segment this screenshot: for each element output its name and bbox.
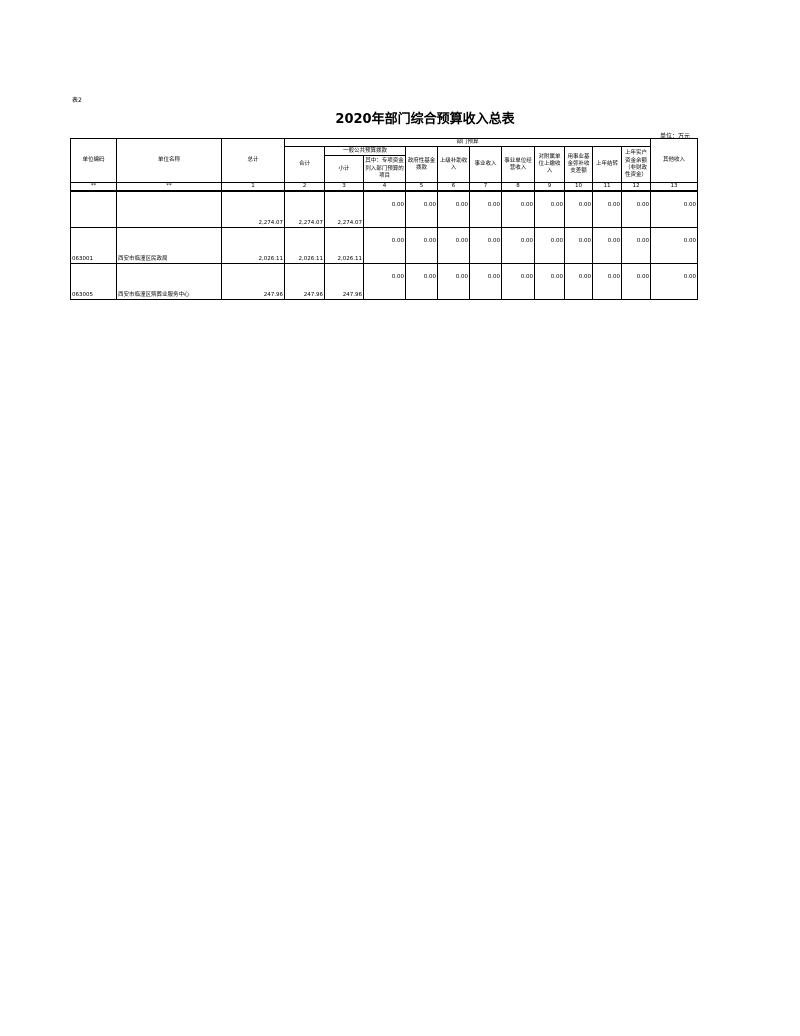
header-subtotal: 小计 — [324, 155, 364, 184]
cell-c11: 0.00 — [592, 263, 622, 301]
cell-c9: 0.00 — [534, 190, 565, 229]
cell-c13: 0.00 — [650, 190, 698, 229]
cell-name: 西安市临潼区殡葬业服务中心 — [116, 263, 222, 301]
cell-c6: 0.00 — [437, 263, 470, 301]
cell-sum: 247.96 — [284, 263, 325, 301]
header-prior-balance: 上年实户资金余额（非财政性资金） — [621, 146, 651, 184]
cell-c5: 0.00 — [405, 227, 438, 265]
cell-total: 247.96 — [221, 263, 285, 301]
cell-c10: 0.00 — [564, 227, 593, 265]
unit-label: 单位：万元 — [660, 133, 691, 140]
cell-c12: 0.00 — [621, 227, 651, 265]
header-business: 事业收入 — [469, 146, 502, 184]
cell-c7: 0.00 — [469, 227, 502, 265]
header-gov-fund: 政府性基金拨款 — [405, 146, 438, 184]
column-number: 5 — [405, 182, 438, 193]
column-number: 1 — [221, 182, 285, 193]
cell-c4: 0.00 — [363, 190, 406, 229]
column-number: ** — [70, 182, 117, 193]
column-number: 7 — [469, 182, 502, 193]
cell-c8: 0.00 — [501, 227, 535, 265]
header-fund-subsidy: 用事业基金弥补收支差额 — [564, 146, 593, 184]
cell-code — [70, 190, 117, 229]
cell-subtotal: 247.96 — [324, 263, 364, 301]
cell-c4: 0.00 — [363, 227, 406, 265]
cell-c9: 0.00 — [534, 263, 565, 301]
page-title: 2020年部门综合预算收入总表 — [335, 112, 515, 127]
header-other: 其他收入 — [650, 137, 698, 184]
cell-c10: 0.00 — [564, 190, 593, 229]
cell-c12: 0.00 — [621, 190, 651, 229]
cell-c8: 0.00 — [501, 190, 535, 229]
header-special: 其中：专项资金列入部门预算的项目 — [363, 155, 406, 184]
table-row: 2,274.07 2,274.07 2,274.07 0.00 0.00 0.00 0.00… — [70, 190, 698, 229]
cell-name: 西安市临潼区民政局 — [116, 227, 222, 265]
cell-c6: 0.00 — [437, 190, 470, 229]
cell-name — [116, 190, 222, 229]
cell-c5: 0.00 — [405, 263, 438, 301]
cell-code: 063001 — [70, 227, 117, 265]
header-carryover: 上年结转 — [592, 146, 622, 184]
cell-c7: 0.00 — [469, 263, 502, 301]
cell-sum: 2,026.11 — [284, 227, 325, 265]
header-operating: 事业单位经营收入 — [501, 146, 535, 184]
header-upper-subsidy: 上级补助收入 — [437, 146, 470, 184]
cell-c10: 0.00 — [564, 263, 593, 301]
column-number: 4 — [363, 182, 406, 193]
column-number: 11 — [592, 182, 622, 193]
header-affiliated: 对附属单位上缴收入 — [534, 146, 565, 184]
cell-c5: 0.00 — [405, 190, 438, 229]
cell-total: 2,026.11 — [221, 227, 285, 265]
cell-c9: 0.00 — [534, 227, 565, 265]
cell-c8: 0.00 — [501, 263, 535, 301]
cell-c6: 0.00 — [437, 227, 470, 265]
budget-table: 单位编码 单位名称 总计 部门预算 其他收入 合计 一般公共预算拨款 政府性基金… — [70, 137, 698, 301]
header-general: 一般公共预算拨款 — [324, 146, 406, 157]
table-row: 063005 西安市临潼区殡葬业服务中心 247.96 247.96 247.96 0.0… — [70, 263, 698, 301]
column-number: 6 — [437, 182, 470, 193]
header-total: 总计 — [221, 137, 285, 184]
cell-total: 2,274.07 — [221, 190, 285, 229]
cell-c7: 0.00 — [469, 190, 502, 229]
cell-c11: 0.00 — [592, 227, 622, 265]
column-number: 3 — [324, 182, 364, 193]
table-label: 表2 — [72, 97, 82, 104]
column-number: 2 — [284, 182, 325, 193]
cell-sum: 2,274.07 — [284, 190, 325, 229]
table-row: 063001 西安市临潼区民政局 2,026.11 2,026.11 2,026.11 0… — [70, 227, 698, 265]
cell-c4: 0.00 — [363, 263, 406, 301]
cell-c13: 0.00 — [650, 227, 698, 265]
header-name: 单位名称 — [116, 137, 222, 184]
cell-code: 063005 — [70, 263, 117, 301]
column-number: 8 — [501, 182, 535, 193]
column-number: 9 — [534, 182, 565, 193]
cell-subtotal: 2,274.07 — [324, 190, 364, 229]
column-number: 10 — [564, 182, 593, 193]
column-number: 13 — [650, 182, 698, 193]
cell-c12: 0.00 — [621, 263, 651, 301]
header-sum: 合计 — [284, 146, 325, 184]
column-number: 12 — [621, 182, 651, 193]
cell-subtotal: 2,026.11 — [324, 227, 364, 265]
cell-c13: 0.00 — [650, 263, 698, 301]
header-dept-budget: 部门预算 — [284, 137, 651, 148]
header-code: 单位编码 — [70, 137, 117, 184]
cell-c11: 0.00 — [592, 190, 622, 229]
column-number: ** — [116, 182, 222, 193]
